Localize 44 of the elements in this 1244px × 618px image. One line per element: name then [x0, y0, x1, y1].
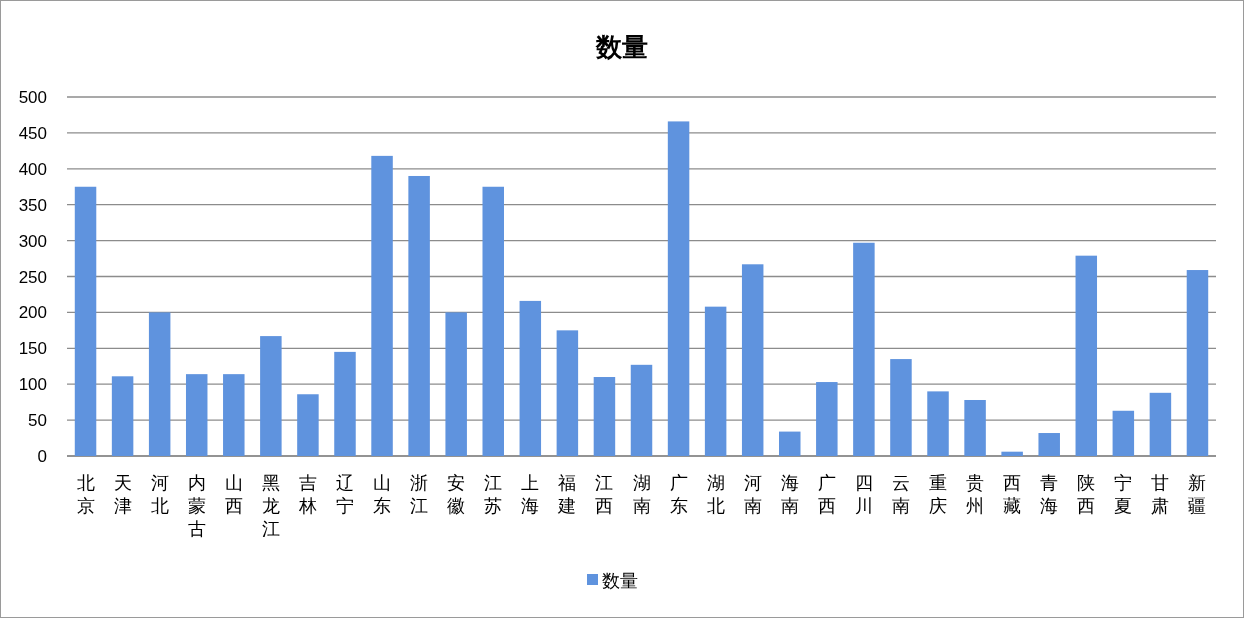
ytick: 200 — [18, 303, 47, 323]
xtick: 河北 — [150, 473, 169, 516]
xtick: 江西 — [595, 473, 614, 516]
xtick: 黑龙江 — [261, 473, 280, 539]
xtick: 安徽 — [447, 473, 466, 516]
ytick: 150 — [18, 339, 47, 359]
xtick: 内蒙古 — [187, 473, 206, 539]
xtick: 北京 — [76, 473, 95, 516]
ytick: 100 — [18, 375, 47, 395]
xtick: 山西 — [224, 473, 243, 516]
xtick: 云南 — [891, 473, 910, 516]
xtick: 江苏 — [484, 473, 503, 516]
xtick: 新疆 — [1188, 473, 1207, 516]
legend-label: 数量 — [602, 571, 638, 591]
xtick: 宁夏 — [1114, 473, 1133, 516]
ytick: 50 — [28, 411, 47, 431]
xtick: 天津 — [113, 473, 132, 516]
xtick: 西藏 — [1003, 473, 1022, 516]
xtick: 广西 — [817, 473, 836, 516]
ytick: 350 — [18, 195, 47, 215]
xtick: 浙江 — [410, 473, 429, 516]
xtick: 福建 — [558, 473, 577, 516]
ytick: 250 — [18, 267, 47, 287]
ytick: 400 — [18, 159, 47, 179]
xtick: 山东 — [373, 473, 392, 516]
ytick: 500 — [18, 88, 47, 107]
xtick: 辽宁 — [336, 473, 354, 516]
ytick: 0 — [37, 447, 47, 466]
xtick: 四川 — [854, 473, 873, 516]
xtick: 陕西 — [1077, 473, 1096, 516]
xtick: 甘肃 — [1151, 473, 1170, 516]
xtick: 湖北 — [706, 473, 725, 516]
xtick: 上海 — [521, 473, 540, 516]
ytick: 450 — [18, 123, 47, 143]
title: 数量 — [596, 32, 648, 62]
xtick: 贵州 — [966, 473, 985, 516]
xtick: 海南 — [780, 473, 799, 516]
xtick: 青海 — [1040, 473, 1059, 516]
xtick: 广东 — [669, 473, 688, 516]
xtick: 湖南 — [632, 473, 651, 516]
xtick: 河南 — [743, 473, 762, 516]
ytick: 300 — [18, 231, 47, 251]
xtick: 重庆 — [929, 473, 947, 516]
xtick: 吉林 — [298, 473, 317, 516]
